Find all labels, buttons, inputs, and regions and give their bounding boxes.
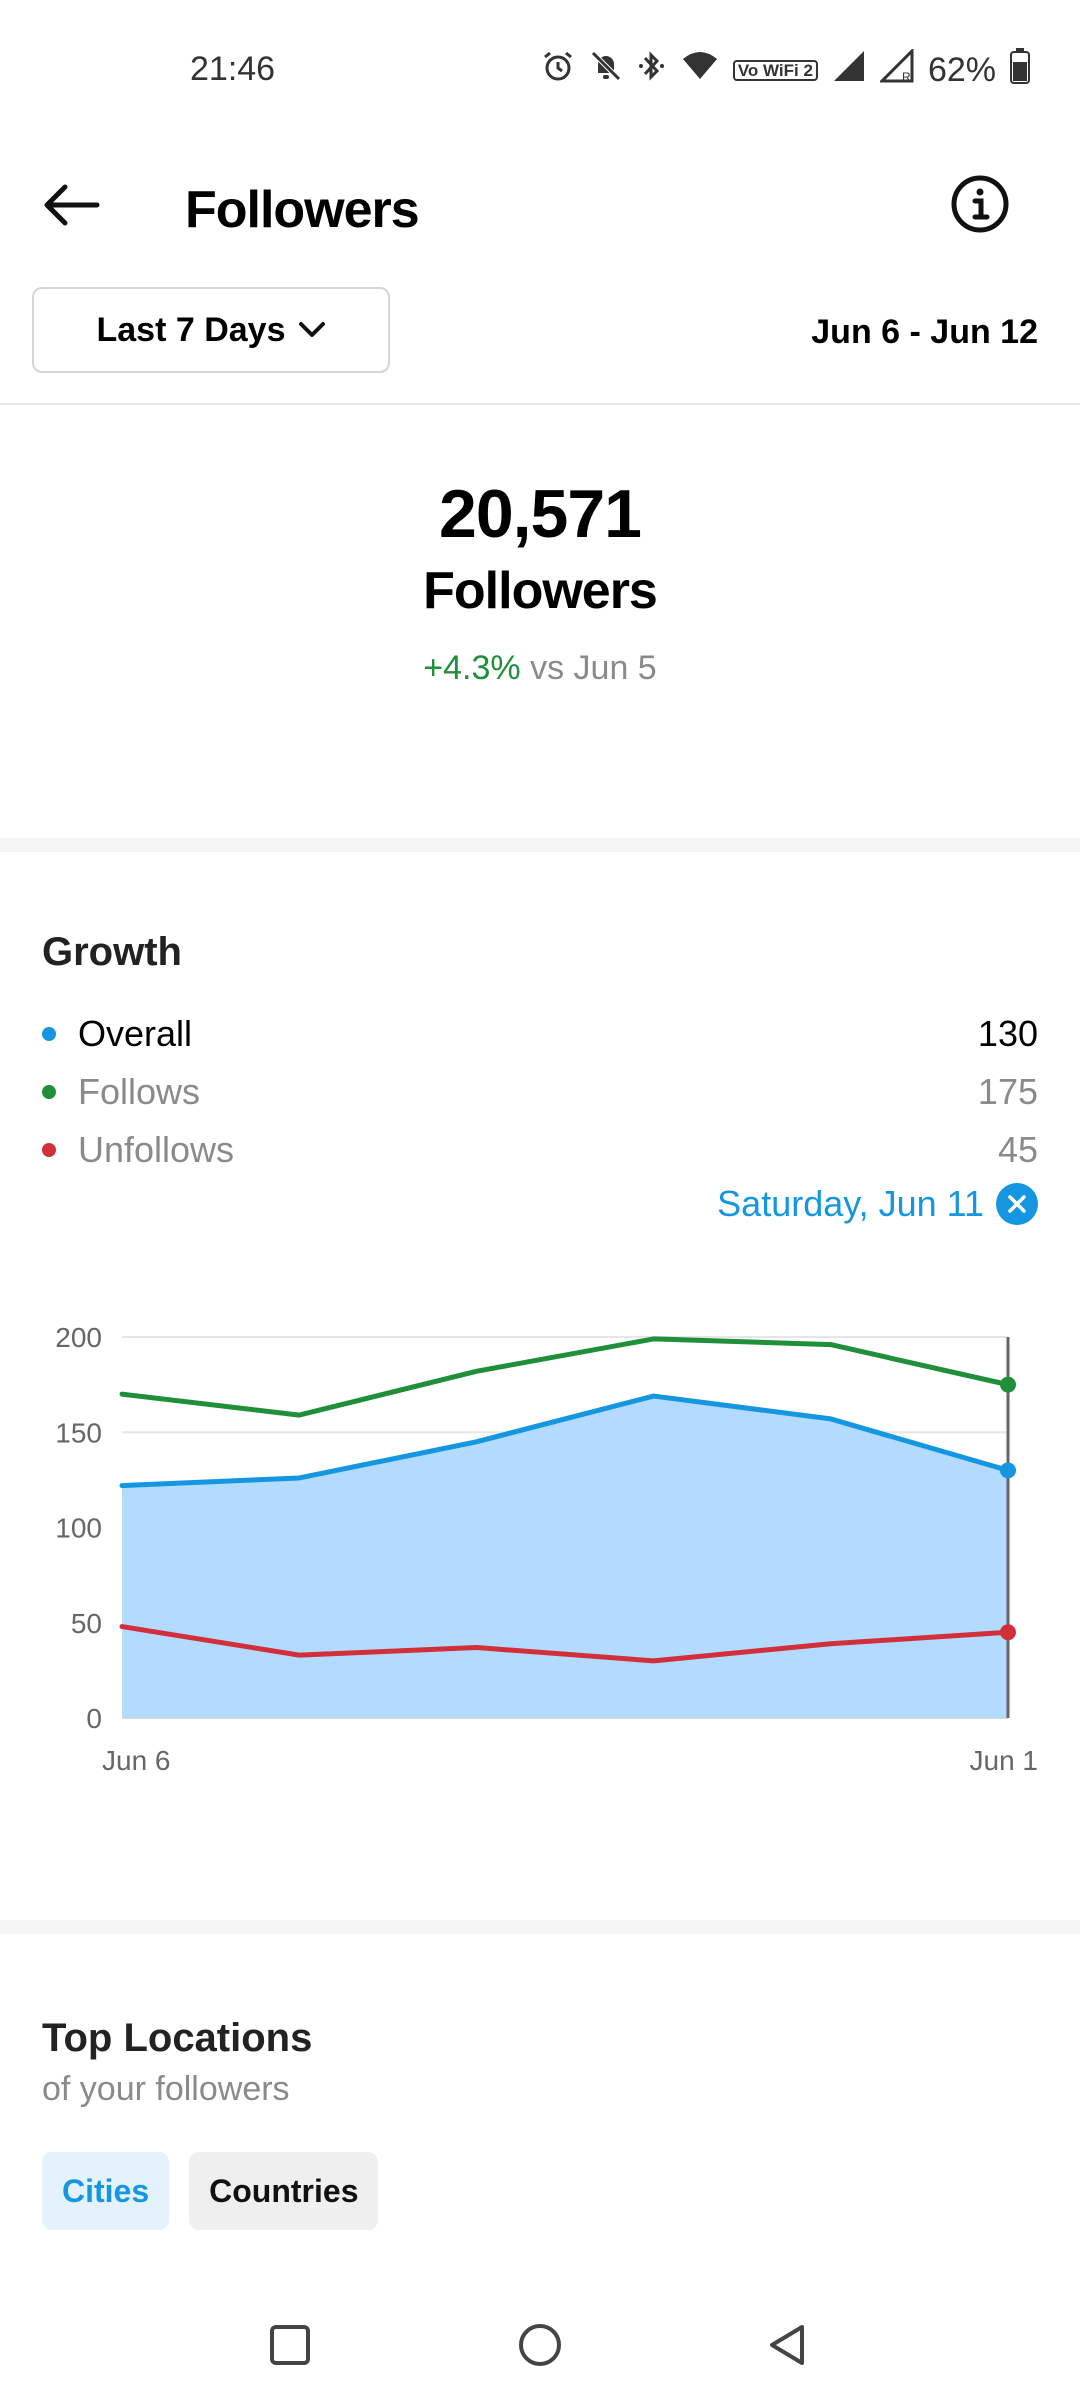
selected-date-label: Saturday, Jun 11	[717, 1183, 984, 1224]
tab-cities[interactable]: Cities	[42, 2152, 170, 2230]
unfollows-point	[1000, 1624, 1016, 1641]
bell-off-icon	[589, 49, 623, 91]
x-tick-label: Jun 6	[102, 1745, 171, 1776]
follows-point	[1000, 1376, 1016, 1393]
page-title: Followers	[185, 181, 420, 239]
growth-title: Growth	[42, 930, 182, 974]
recents-square-icon	[270, 2325, 310, 2365]
signal-icon	[832, 49, 866, 91]
unfollows-line	[119, 1624, 1011, 1664]
close-icon	[1008, 1195, 1026, 1213]
legend-value-unfollows: 45	[997, 1129, 1038, 1170]
period-dropdown[interactable]: Last 7 Days	[32, 287, 390, 373]
locations-subtitle: of your followers	[42, 2070, 290, 2108]
info-button[interactable]	[930, 154, 1030, 254]
x-tick-label: Jun 1	[970, 1745, 1039, 1776]
signal-roaming-icon: R	[878, 47, 914, 91]
change-comparison: vs Jun 5	[530, 649, 657, 687]
status-bar: 21:46 Vo WiFi 2 R 62%	[0, 0, 1080, 140]
status-time: 21:46	[190, 50, 276, 88]
legend-dot-overall	[42, 1027, 56, 1041]
y-tick-label: 50	[71, 1608, 102, 1639]
follower-summary: 20,571 Followers +4.3% vs Jun 5	[0, 475, 1080, 688]
legend-row-follows: Follows 175	[42, 1067, 1038, 1117]
y-tick-label: 0	[86, 1703, 102, 1734]
date-range: Jun 6 - Jun 12	[811, 313, 1038, 351]
system-nav-bar	[0, 2290, 1080, 2400]
svg-text:R: R	[902, 70, 911, 83]
alarm-icon	[541, 49, 575, 91]
battery-icon	[1010, 48, 1030, 92]
clear-selection-button[interactable]	[996, 1183, 1038, 1225]
growth-chart[interactable]: 0 50 100 150 200 Jun 6 Jun 1	[0, 1290, 1080, 1790]
overall-point	[1000, 1462, 1016, 1479]
follower-count-label: Followers	[423, 562, 658, 620]
follows-line	[119, 1336, 1011, 1418]
recents-button[interactable]	[255, 2310, 325, 2380]
wifi-icon	[681, 49, 719, 91]
battery-percent: 62%	[927, 50, 996, 89]
follower-count: 20,571	[439, 476, 642, 552]
legend-row-overall: Overall 130	[42, 1009, 1038, 1059]
legend-label-follows: Follows	[78, 1071, 201, 1112]
y-tick-label: 200	[55, 1322, 102, 1353]
legend-value-overall: 130	[977, 1013, 1038, 1054]
vowifi-icon: Vo WiFi 2	[732, 59, 818, 81]
change-percent: +4.3%	[423, 649, 521, 687]
info-icon	[951, 175, 1009, 233]
back-triangle-icon	[770, 2325, 804, 2365]
locations-title: Top Locations	[42, 2016, 313, 2060]
chevron-down-icon	[298, 322, 325, 337]
legend-row-unfollows: Unfollows 45	[42, 1125, 1038, 1175]
legend-label-unfollows: Unfollows	[78, 1129, 235, 1170]
y-tick-label: 150	[55, 1417, 102, 1448]
y-tick-label: 100	[55, 1513, 102, 1544]
legend-dot-follows	[42, 1085, 56, 1099]
overall-line	[119, 1393, 1011, 1489]
back-button[interactable]	[36, 170, 106, 240]
change-row: +4.3% vs Jun 5	[0, 649, 1080, 688]
legend-dot-unfollows	[42, 1143, 56, 1157]
status-icons: Vo WiFi 2 R 62%	[541, 47, 1030, 92]
overall-area	[122, 1396, 1008, 1718]
home-circle-icon	[519, 2324, 561, 2366]
tab-countries[interactable]: Countries	[189, 2152, 379, 2230]
period-dropdown-label: Last 7 Days	[96, 310, 286, 349]
section-separator	[0, 838, 1080, 852]
section-separator	[0, 1920, 1080, 1934]
legend-label-overall: Overall	[78, 1013, 193, 1054]
legend-value-follows: 175	[977, 1071, 1038, 1112]
bluetooth-icon	[637, 49, 667, 91]
app-header: Followers	[0, 140, 1080, 270]
divider	[0, 403, 1080, 405]
nav-back-button[interactable]	[752, 2310, 822, 2380]
selected-date: Saturday, Jun 11	[717, 1183, 1038, 1225]
arrow-left-icon	[44, 184, 100, 226]
home-button[interactable]	[505, 2310, 575, 2380]
locations-tabs: Cities Countries	[42, 2152, 379, 2230]
period-row: Last 7 Days Jun 6 - Jun 12	[0, 285, 1080, 405]
